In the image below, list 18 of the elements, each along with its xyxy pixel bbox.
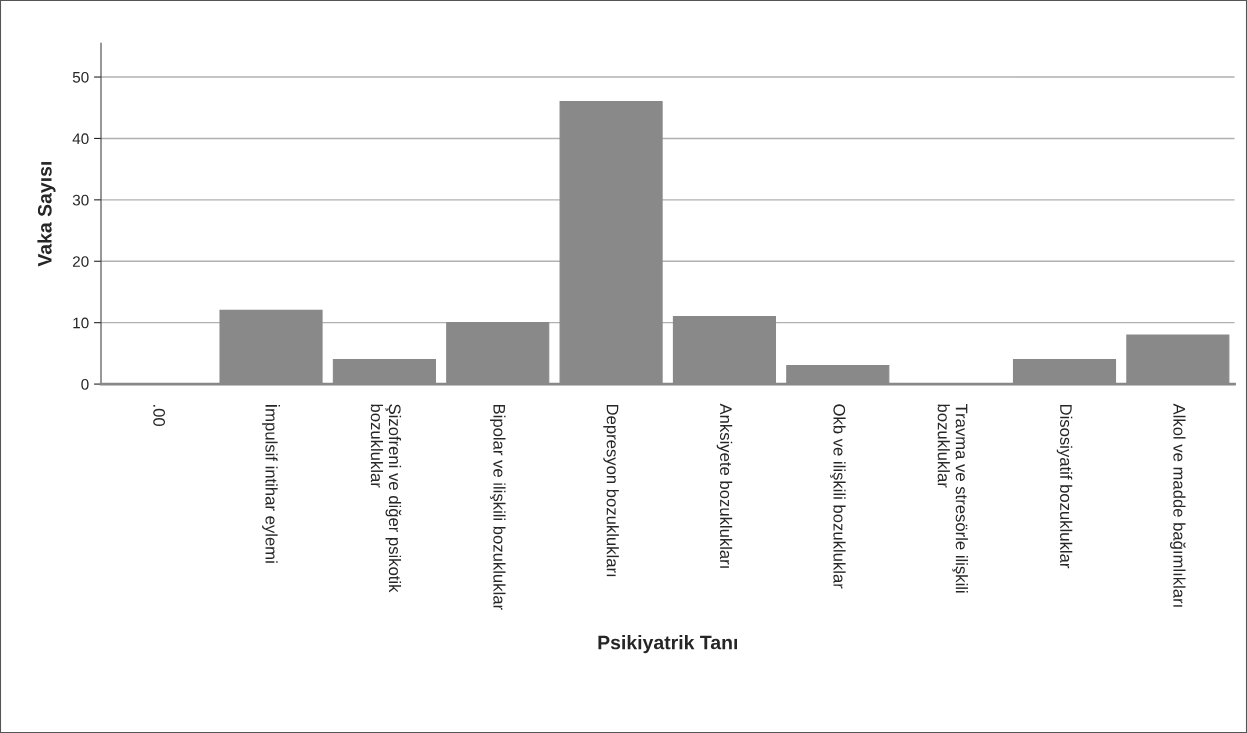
x-tick-label: Okb ve ilişkili bozukluklar [829, 404, 846, 589]
x-tick-label: Anksiyete bozuklukları [716, 403, 733, 568]
x-tick-label: Disosiyatif bozukluklar [1056, 404, 1073, 569]
x-tick-label: Depresyon bozuklukları [603, 404, 619, 577]
y-tick-label: 10 [73, 317, 89, 329]
x-tick-label: Şizofreni ve diğer psikotik bozukluklar [370, 404, 402, 593]
x-tick-label: .00 [153, 405, 166, 427]
x-tick-label: Alkol ve madde bağımlıkları [1169, 403, 1186, 607]
y-tick-label: 0 [81, 378, 89, 390]
x-tick-label: Travma ve stresörle ilişkili bozukluklar [937, 403, 968, 593]
x-tick-label: Bipolar ve ilişkili bozukluklar [489, 404, 506, 610]
x-tick-label: İmpulsif intihar eylemi [262, 405, 280, 563]
y-tick-label: 40 [72, 133, 89, 145]
y-axis-title: Vaka Sayısı [37, 162, 56, 267]
x-axis-title: Psikiyatrik Tanı [598, 635, 738, 654]
y-tick-label: 20 [72, 256, 89, 267]
y-tick-label: 50 [72, 71, 89, 83]
y-tick-label: 30 [72, 194, 89, 206]
